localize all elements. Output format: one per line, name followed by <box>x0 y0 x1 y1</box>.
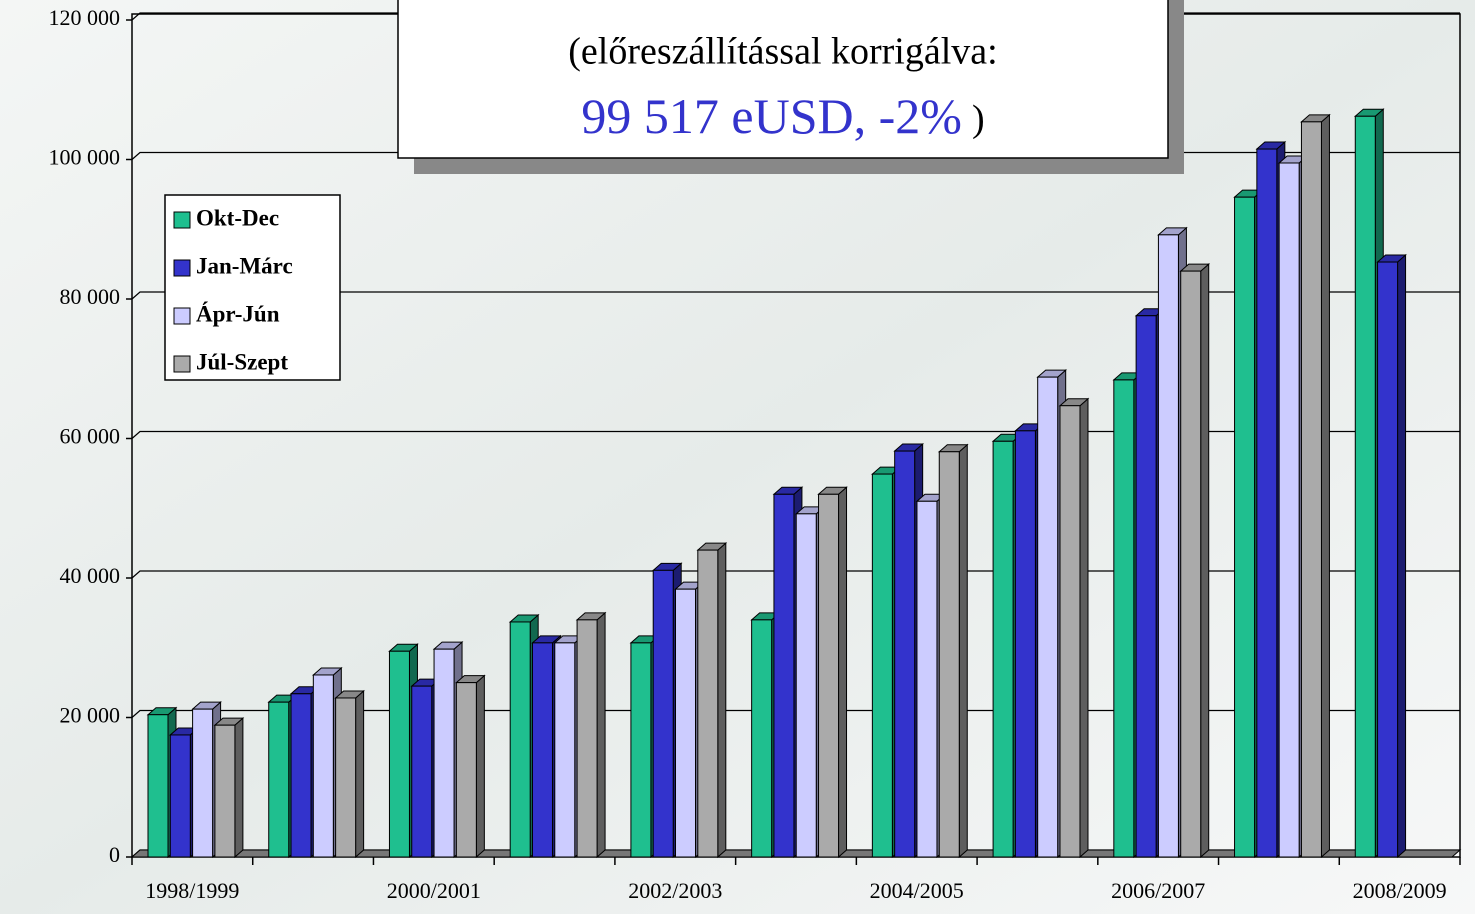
bar-front <box>554 642 576 858</box>
bar-front <box>1180 270 1202 858</box>
annotation-box <box>397 0 1169 159</box>
y-tick-label: 80 000 <box>60 284 121 309</box>
bar-side <box>1320 113 1330 859</box>
bar-front <box>675 588 697 858</box>
bar-side <box>717 541 727 859</box>
bar-front <box>652 569 674 858</box>
bar-front <box>290 693 312 858</box>
bar-front <box>1113 379 1135 858</box>
bar-side <box>1200 262 1210 859</box>
grid-line <box>131 291 1460 300</box>
bar <box>1300 113 1331 859</box>
annotation-value: 99 517 eUSD, -2%) <box>581 88 984 144</box>
x-tick-label: 2006/2007 <box>1111 878 1205 903</box>
bar-front <box>992 440 1014 858</box>
legend-swatch <box>173 259 191 277</box>
bar-side <box>596 611 606 859</box>
annotation-highlight: 99 517 eUSD, -2% <box>581 88 962 144</box>
y-tick-label: 120 000 <box>49 5 121 30</box>
bar-front <box>1278 162 1300 858</box>
legend-swatch <box>173 307 191 325</box>
bar <box>817 486 848 859</box>
bar-front <box>1377 261 1399 858</box>
bar-front <box>169 734 191 858</box>
bar-front <box>818 493 840 858</box>
bar-front <box>1014 430 1036 858</box>
bar <box>334 689 365 859</box>
legend-label: Okt-Dec <box>196 205 279 230</box>
bar-front <box>192 708 214 858</box>
bar-front <box>214 724 236 858</box>
bar <box>575 611 607 859</box>
bar-front <box>335 697 357 858</box>
bar <box>1058 397 1090 859</box>
bar-front <box>433 648 455 858</box>
legend-label: Ápr-Jún <box>196 301 280 326</box>
x-tick-label: 2004/2005 <box>870 878 964 903</box>
bar-front <box>509 621 531 858</box>
bar <box>1179 262 1211 859</box>
annotation-line: (előreszállítással korrigálva: <box>568 31 997 73</box>
bar-front <box>871 473 893 858</box>
bar-front <box>1256 148 1278 858</box>
bar-front <box>147 714 169 858</box>
bar-front <box>1135 315 1157 858</box>
bar-front <box>938 451 960 858</box>
x-tick-label: 2002/2003 <box>628 878 722 903</box>
bar-side <box>1079 397 1089 859</box>
legend-swatch <box>173 355 191 373</box>
legend-label: Júl-Szept <box>196 349 288 374</box>
bar-front <box>1059 405 1081 858</box>
bar-side <box>958 443 968 859</box>
bar-front <box>1300 121 1322 858</box>
bar-front <box>1354 115 1376 858</box>
bar-front <box>773 493 795 858</box>
bar-front <box>1157 234 1179 858</box>
bar-front <box>268 701 290 858</box>
bar <box>1376 253 1407 859</box>
legend-label: Jan-Márc <box>196 253 293 278</box>
bar-front <box>411 685 433 858</box>
bar <box>455 674 486 859</box>
bar <box>213 717 245 859</box>
bar <box>937 443 969 859</box>
bar-front <box>630 642 652 858</box>
legend-box <box>164 194 341 381</box>
bar-front <box>455 682 477 858</box>
bar-front <box>916 500 938 858</box>
bar-side <box>838 486 848 859</box>
legend-swatch <box>173 211 191 229</box>
bar-side <box>1397 253 1407 859</box>
bar-side <box>475 674 485 859</box>
bar-front <box>894 450 916 858</box>
x-tick-label: 2008/2009 <box>1353 878 1447 903</box>
bar-front <box>388 650 410 858</box>
y-tick-label: 40 000 <box>60 563 121 588</box>
x-tick-label: 1998/1999 <box>145 878 239 903</box>
y-tick-label: 100 000 <box>49 145 121 170</box>
bar-front <box>1037 376 1059 858</box>
y-tick-label: 20 000 <box>60 703 121 728</box>
bar-front <box>795 513 817 858</box>
bar-front <box>531 642 553 858</box>
x-tick-label: 2000/2001 <box>387 878 481 903</box>
y-tick-label: 60 000 <box>60 424 121 449</box>
bar-side <box>355 689 365 859</box>
bar-front <box>697 549 719 858</box>
bar <box>696 541 728 859</box>
y-tick-label: 0 <box>109 842 120 867</box>
bar-front <box>576 619 598 858</box>
bar-front <box>312 674 334 858</box>
annotation-close: ) <box>972 98 985 140</box>
bar-front <box>751 619 773 858</box>
bar-side <box>234 717 244 859</box>
bar-front <box>1234 196 1256 858</box>
